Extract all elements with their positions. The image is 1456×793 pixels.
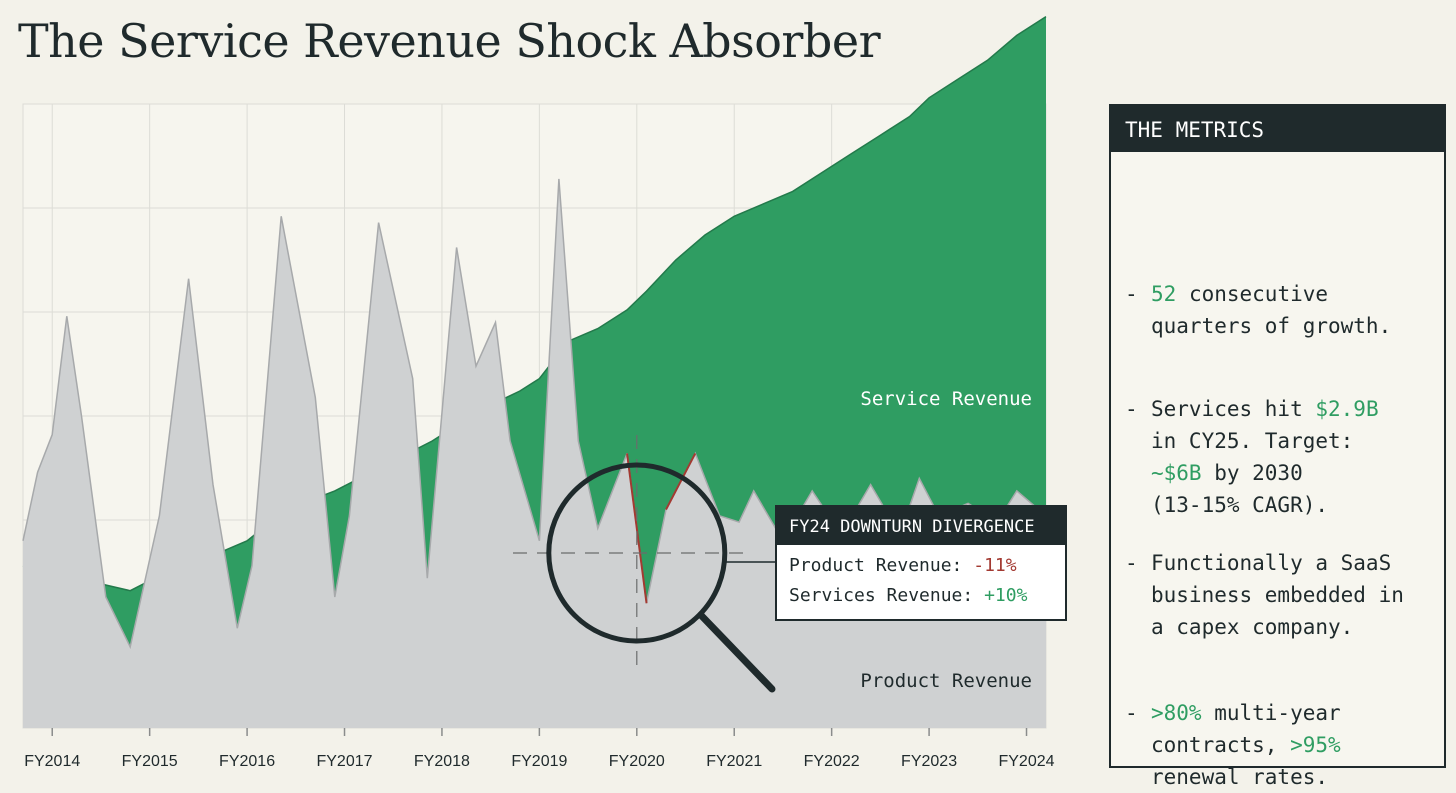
x-tick-label: FY2018 [414, 753, 470, 770]
metric-line: -52 consecutive [1125, 278, 1437, 310]
metric-item: -52 consecutive quarters of growth. [1125, 278, 1437, 342]
metric-highlight: >80% [1151, 701, 1202, 725]
x-tick-label: FY2021 [706, 753, 762, 770]
metric-text: consecutive [1176, 282, 1329, 306]
product-revenue-line [22, 178, 1047, 650]
callout-row-services: Services Revenue: +10% [777, 581, 1065, 611]
product-revenue-label: Product Revenue [860, 670, 1032, 692]
metric-text: quarters of growth. [1151, 314, 1392, 338]
downturn-callout: FY24 DOWNTURN DIVERGENCE Product Revenue… [775, 505, 1067, 621]
metrics-header: THE METRICS [1111, 106, 1444, 152]
metric-text: (13-15% CAGR). [1151, 493, 1329, 517]
metrics-panel: THE METRICS -52 consecutive quarters of g… [1109, 104, 1446, 789]
magnifier-lens [546, 462, 728, 644]
downturn-highlight-line [626, 453, 648, 604]
x-tick-label: FY2022 [804, 753, 860, 770]
callout-product-value: -11% [973, 555, 1017, 576]
metric-line: contracts, >95% [1125, 729, 1437, 761]
callout-header: FY24 DOWNTURN DIVERGENCE [777, 507, 1065, 545]
metric-text: a capex company. [1151, 615, 1354, 639]
metric-text: contracts, [1151, 733, 1291, 757]
service-revenue-label: Service Revenue [860, 388, 1032, 410]
x-tick-label: FY2017 [316, 753, 372, 770]
metric-line: quarters of growth. [1125, 310, 1437, 342]
metric-line: - Functionally a SaaS [1125, 547, 1437, 579]
metric-highlight: 52 [1151, 282, 1177, 306]
metric-text: Functionally a SaaS [1151, 551, 1392, 575]
callout-services-label: Services Revenue: [789, 585, 974, 606]
metric-text: renewal rates. [1151, 765, 1329, 789]
metric-line: ~$6B by 2030 [1125, 457, 1437, 489]
metric-line: business embedded in [1125, 579, 1437, 611]
metric-highlight: >95% [1290, 733, 1341, 757]
metric-line: (13-15% CAGR). [1125, 489, 1437, 521]
metric-bullet: - [1125, 701, 1138, 725]
x-tick-label: FY2015 [122, 753, 178, 770]
metric-text: business embedded in [1151, 583, 1404, 607]
series-labels: Service Revenue Product Revenue [860, 388, 1032, 692]
metric-text: multi-year [1201, 701, 1341, 725]
magnifier-annotation [513, 435, 776, 693]
metric-highlight: $2.9B [1315, 397, 1379, 421]
metric-text: in CY25. Target: [1151, 429, 1354, 453]
x-tick-label: FY2019 [511, 753, 567, 770]
page-title: The Service Revenue Shock Absorber [18, 14, 881, 68]
x-tick-label: FY2016 [219, 753, 275, 770]
x-tick-label: FY2020 [609, 753, 665, 770]
metric-item: - Functionally a SaaS business embedded in… [1125, 547, 1437, 643]
metric-text: by 2030 [1201, 461, 1303, 485]
metric-bullet: - [1125, 397, 1138, 421]
metric-bullet: - [1125, 551, 1138, 575]
metric-line: - Services hit $2.9B [1125, 393, 1437, 425]
magnifier-handle [697, 611, 776, 693]
metric-item: - Services hit $2.9B in CY25. Target: ~$6B … [1125, 393, 1437, 521]
metric-bullet: - [1125, 282, 1138, 306]
metric-line: renewal rates. [1125, 761, 1437, 793]
callout-row-product: Product Revenue: -11% [777, 551, 1065, 581]
metric-line: in CY25. Target: [1125, 425, 1437, 457]
x-tick-label: FY2014 [24, 753, 80, 770]
callout-services-value: +10% [984, 585, 1028, 606]
x-tick-label: FY2024 [998, 753, 1054, 770]
callout-product-label: Product Revenue: [789, 555, 963, 576]
x-axis: FY2014 FY2015 FY2016 FY2017 FY2018 FY2019 FY20… [24, 728, 1055, 770]
metric-line: a capex company. [1125, 611, 1437, 643]
downturn-highlight-line [665, 452, 697, 511]
metric-highlight: ~$6B [1151, 461, 1202, 485]
metric-line: - >80% multi-year [1125, 697, 1437, 729]
x-tick-label: FY2023 [901, 753, 957, 770]
metric-text: Services hit [1151, 397, 1316, 421]
